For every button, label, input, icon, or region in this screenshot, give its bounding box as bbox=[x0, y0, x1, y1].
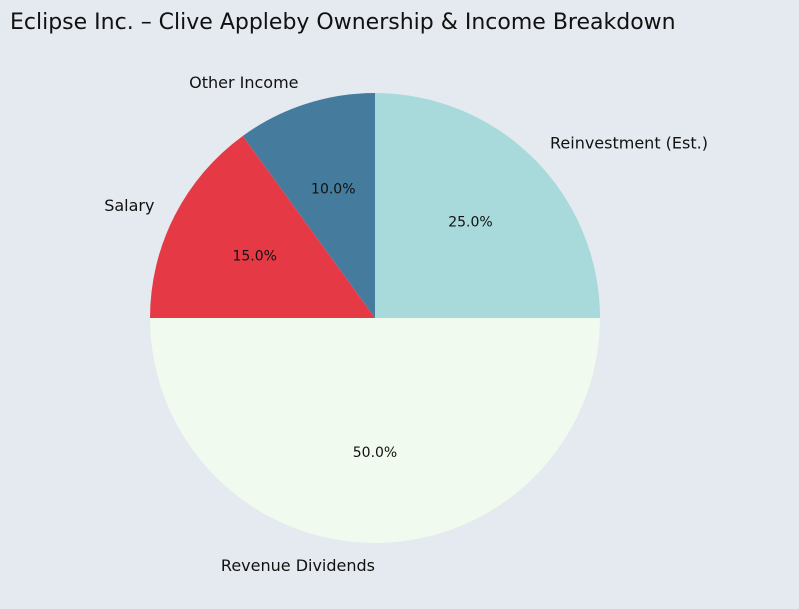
pct-label-salary: 15.0% bbox=[232, 249, 276, 265]
slice-label-reinvestment-est: Reinvestment (Est.) bbox=[550, 133, 708, 152]
pie-slice-other-income bbox=[242, 93, 375, 318]
pct-label-other-income: 10.0% bbox=[311, 182, 355, 198]
pie-slice-reinvestment-est bbox=[375, 93, 600, 318]
pie-slices bbox=[150, 93, 600, 543]
slice-label-salary: Salary bbox=[104, 196, 154, 215]
percent-labels: 10.0% 15.0% 50.0% 25.0% bbox=[232, 182, 492, 461]
slice-labels: Other Income Salary Revenue Dividends Reinv… bbox=[104, 73, 708, 575]
pie-slice-revenue-dividends bbox=[150, 318, 600, 543]
pct-label-revenue-dividends: 50.0% bbox=[353, 445, 397, 461]
chart-title: Eclipse Inc. – Clive Appleby Ownership &… bbox=[10, 10, 676, 35]
slice-label-revenue-dividends: Revenue Dividends bbox=[221, 556, 375, 575]
pie-slice-salary bbox=[150, 135, 375, 318]
pct-label-reinvestment-est: 25.0% bbox=[448, 215, 492, 231]
slice-label-other-income: Other Income bbox=[189, 73, 298, 92]
